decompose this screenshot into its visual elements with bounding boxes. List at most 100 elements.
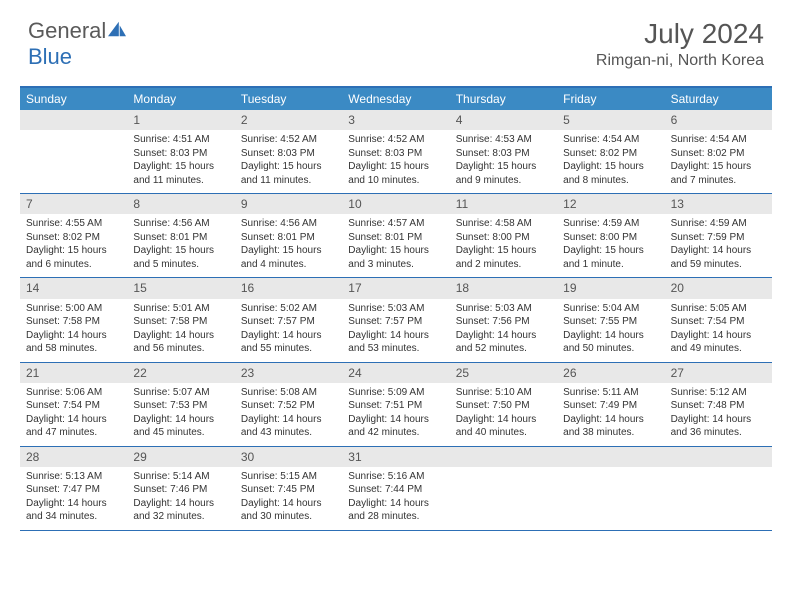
month-title: July 2024 xyxy=(596,18,764,50)
day-number xyxy=(20,110,127,130)
day-cell: 20Sunrise: 5:05 AMSunset: 7:54 PMDayligh… xyxy=(665,278,772,361)
day-number: 22 xyxy=(127,363,234,383)
sunrise-text: Sunrise: 5:12 AM xyxy=(671,386,766,400)
sunset-text: Sunset: 8:02 PM xyxy=(563,147,658,161)
day-cell: 28Sunrise: 5:13 AMSunset: 7:47 PMDayligh… xyxy=(20,447,127,530)
sunrise-text: Sunrise: 5:16 AM xyxy=(348,470,443,484)
brand-text: General Blue xyxy=(28,18,128,70)
sunrise-text: Sunrise: 5:04 AM xyxy=(563,302,658,316)
day-body: Sunrise: 5:15 AMSunset: 7:45 PMDaylight:… xyxy=(235,467,342,530)
day-body: Sunrise: 4:59 AMSunset: 8:00 PMDaylight:… xyxy=(557,214,664,277)
dow-header-cell: Friday xyxy=(557,88,664,110)
day-body: Sunrise: 4:57 AMSunset: 8:01 PMDaylight:… xyxy=(342,214,449,277)
day-cell: 5Sunrise: 4:54 AMSunset: 8:02 PMDaylight… xyxy=(557,110,664,193)
day-body: Sunrise: 5:08 AMSunset: 7:52 PMDaylight:… xyxy=(235,383,342,446)
sunset-text: Sunset: 7:53 PM xyxy=(133,399,228,413)
day-number: 16 xyxy=(235,278,342,298)
day-cell: 25Sunrise: 5:10 AMSunset: 7:50 PMDayligh… xyxy=(450,363,557,446)
day-body: Sunrise: 4:53 AMSunset: 8:03 PMDaylight:… xyxy=(450,130,557,193)
weeks-container: 1Sunrise: 4:51 AMSunset: 8:03 PMDaylight… xyxy=(20,110,772,531)
sunrise-text: Sunrise: 5:03 AM xyxy=(348,302,443,316)
sunset-text: Sunset: 8:02 PM xyxy=(671,147,766,161)
dow-header-cell: Monday xyxy=(127,88,234,110)
week-row: 1Sunrise: 4:51 AMSunset: 8:03 PMDaylight… xyxy=(20,110,772,194)
sunrise-text: Sunrise: 4:54 AM xyxy=(563,133,658,147)
sunrise-text: Sunrise: 4:52 AM xyxy=(241,133,336,147)
day-number: 31 xyxy=(342,447,449,467)
day-cell: 24Sunrise: 5:09 AMSunset: 7:51 PMDayligh… xyxy=(342,363,449,446)
sunrise-text: Sunrise: 5:15 AM xyxy=(241,470,336,484)
day-number: 20 xyxy=(665,278,772,298)
brand-logo: General Blue xyxy=(28,18,128,70)
day-number: 18 xyxy=(450,278,557,298)
day-cell: 21Sunrise: 5:06 AMSunset: 7:54 PMDayligh… xyxy=(20,363,127,446)
day-body: Sunrise: 5:16 AMSunset: 7:44 PMDaylight:… xyxy=(342,467,449,530)
dow-header-cell: Saturday xyxy=(665,88,772,110)
sunrise-text: Sunrise: 4:59 AM xyxy=(671,217,766,231)
day-number: 21 xyxy=(20,363,127,383)
day-cell: 3Sunrise: 4:52 AMSunset: 8:03 PMDaylight… xyxy=(342,110,449,193)
week-row: 7Sunrise: 4:55 AMSunset: 8:02 PMDaylight… xyxy=(20,194,772,278)
daylight-text: Daylight: 14 hours and 49 minutes. xyxy=(671,329,766,356)
daylight-text: Daylight: 14 hours and 58 minutes. xyxy=(26,329,121,356)
day-number: 5 xyxy=(557,110,664,130)
sunrise-text: Sunrise: 5:13 AM xyxy=(26,470,121,484)
brand-part2: Blue xyxy=(28,44,72,69)
sunset-text: Sunset: 7:46 PM xyxy=(133,483,228,497)
daylight-text: Daylight: 15 hours and 9 minutes. xyxy=(456,160,551,187)
sunrise-text: Sunrise: 5:10 AM xyxy=(456,386,551,400)
sunset-text: Sunset: 7:58 PM xyxy=(26,315,121,329)
sunset-text: Sunset: 8:00 PM xyxy=(456,231,551,245)
sunset-text: Sunset: 7:56 PM xyxy=(456,315,551,329)
sunset-text: Sunset: 7:54 PM xyxy=(671,315,766,329)
day-cell xyxy=(450,447,557,530)
day-cell: 12Sunrise: 4:59 AMSunset: 8:00 PMDayligh… xyxy=(557,194,664,277)
day-number: 14 xyxy=(20,278,127,298)
daylight-text: Daylight: 14 hours and 30 minutes. xyxy=(241,497,336,524)
day-cell: 9 Sunrise: 4:56 AMSunset: 8:01 PMDaylight… xyxy=(235,194,342,277)
day-cell: 15Sunrise: 5:01 AMSunset: 7:58 PMDayligh… xyxy=(127,278,234,361)
day-number: 24 xyxy=(342,363,449,383)
brand-part1: General xyxy=(28,18,106,43)
daylight-text: Daylight: 15 hours and 4 minutes. xyxy=(241,244,336,271)
week-row: 28Sunrise: 5:13 AMSunset: 7:47 PMDayligh… xyxy=(20,447,772,531)
day-number: 29 xyxy=(127,447,234,467)
day-number: 15 xyxy=(127,278,234,298)
day-number: 2 xyxy=(235,110,342,130)
day-body: Sunrise: 5:09 AMSunset: 7:51 PMDaylight:… xyxy=(342,383,449,446)
sunset-text: Sunset: 7:45 PM xyxy=(241,483,336,497)
daylight-text: Daylight: 15 hours and 10 minutes. xyxy=(348,160,443,187)
sunrise-text: Sunrise: 4:56 AM xyxy=(241,217,336,231)
day-cell: 6Sunrise: 4:54 AMSunset: 8:02 PMDaylight… xyxy=(665,110,772,193)
sunrise-text: Sunrise: 4:52 AM xyxy=(348,133,443,147)
sunrise-text: Sunrise: 4:56 AM xyxy=(133,217,228,231)
sail-icon xyxy=(106,20,128,38)
day-number: 19 xyxy=(557,278,664,298)
day-number: 7 xyxy=(20,194,127,214)
daylight-text: Daylight: 14 hours and 32 minutes. xyxy=(133,497,228,524)
dow-header-cell: Sunday xyxy=(20,88,127,110)
day-number: 12 xyxy=(557,194,664,214)
sunset-text: Sunset: 8:01 PM xyxy=(241,231,336,245)
daylight-text: Daylight: 15 hours and 6 minutes. xyxy=(26,244,121,271)
day-cell xyxy=(20,110,127,193)
sunrise-text: Sunrise: 4:53 AM xyxy=(456,133,551,147)
day-cell: 17Sunrise: 5:03 AMSunset: 7:57 PMDayligh… xyxy=(342,278,449,361)
day-cell: 7Sunrise: 4:55 AMSunset: 8:02 PMDaylight… xyxy=(20,194,127,277)
daylight-text: Daylight: 14 hours and 59 minutes. xyxy=(671,244,766,271)
day-number: 9 xyxy=(235,194,342,214)
daylight-text: Daylight: 15 hours and 2 minutes. xyxy=(456,244,551,271)
sunset-text: Sunset: 7:57 PM xyxy=(241,315,336,329)
daylight-text: Daylight: 14 hours and 36 minutes. xyxy=(671,413,766,440)
sunset-text: Sunset: 8:00 PM xyxy=(563,231,658,245)
dow-header-cell: Tuesday xyxy=(235,88,342,110)
sunset-text: Sunset: 8:03 PM xyxy=(241,147,336,161)
sunrise-text: Sunrise: 4:59 AM xyxy=(563,217,658,231)
title-block: July 2024 Rimgan-ni, North Korea xyxy=(596,18,764,70)
day-body: Sunrise: 5:13 AMSunset: 7:47 PMDaylight:… xyxy=(20,467,127,530)
day-number: 27 xyxy=(665,363,772,383)
day-number: 13 xyxy=(665,194,772,214)
sunrise-text: Sunrise: 5:02 AM xyxy=(241,302,336,316)
sunset-text: Sunset: 7:51 PM xyxy=(348,399,443,413)
daylight-text: Daylight: 14 hours and 28 minutes. xyxy=(348,497,443,524)
